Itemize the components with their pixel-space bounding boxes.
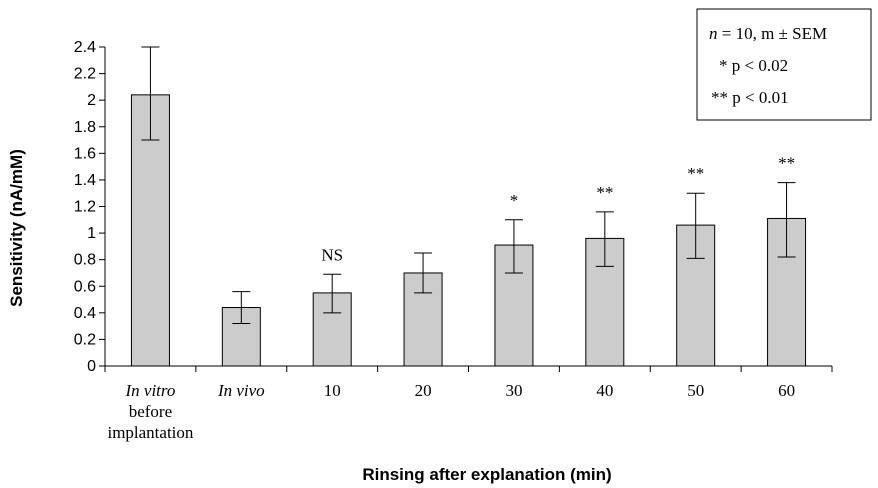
error-bars (141, 46, 796, 324)
y-tick-label: 0 (87, 358, 96, 375)
x-axis-title: Rinsing after explanation (min) (362, 465, 611, 484)
y-tick-label: 0.2 (74, 331, 96, 348)
x-category-label: implantation (107, 423, 193, 442)
y-axis: 0 0.2 0.4 0.6 0.8 1 1.2 1.4 1.6 1.8 2 2.2 2.4 (74, 39, 106, 375)
x-category-label: before (129, 402, 172, 421)
y-axis-title: Sensitivity (nA/mM) (7, 149, 26, 307)
y-tick-label: 1.4 (74, 172, 96, 189)
x-category-label: 30 (505, 381, 522, 400)
significance-label: ** (596, 183, 613, 202)
significance-label: NS (321, 245, 343, 264)
x-category-label: 50 (687, 381, 704, 400)
y-tick-label: 1.8 (74, 119, 96, 136)
category-labels: In vitro before implantation In vivo 10 20 30 4… (107, 381, 795, 442)
significance-label: * (510, 191, 519, 210)
x-category-label: 20 (415, 381, 432, 400)
x-axis (104, 365, 833, 372)
y-tick-label: 0.4 (74, 305, 96, 322)
y-tick-label: 0.8 (74, 252, 96, 269)
x-category-label: 60 (778, 381, 795, 400)
x-category-label: In vitro (124, 381, 175, 400)
legend: n = 10, m ± SEM * p < 0.02 ** p < 0.01 (696, 8, 872, 121)
legend-box (696, 8, 872, 121)
significance-annotations: NS* ****** (321, 154, 795, 265)
legend-entry: n = 10, m ± SEM (709, 24, 827, 43)
significance-label: ** (687, 164, 704, 183)
y-tick-label: 1.6 (74, 145, 96, 162)
y-tick-label: 1.2 (74, 199, 96, 216)
legend-entry: * p < 0.02 (719, 56, 788, 75)
y-tick-label: 2.4 (74, 39, 96, 56)
y-tick-label: 2.2 (74, 66, 96, 83)
x-category-label: 40 (596, 381, 613, 400)
bars (130, 94, 807, 367)
y-tick-label: 0.6 (74, 278, 96, 295)
y-tick-label: 2 (87, 92, 96, 109)
x-category-label: In vivo (217, 381, 265, 400)
x-category-label: 10 (324, 381, 341, 400)
legend-entry: ** p < 0.01 (711, 88, 789, 107)
significance-label: ** (778, 154, 795, 173)
y-tick-label: 1 (87, 225, 96, 242)
